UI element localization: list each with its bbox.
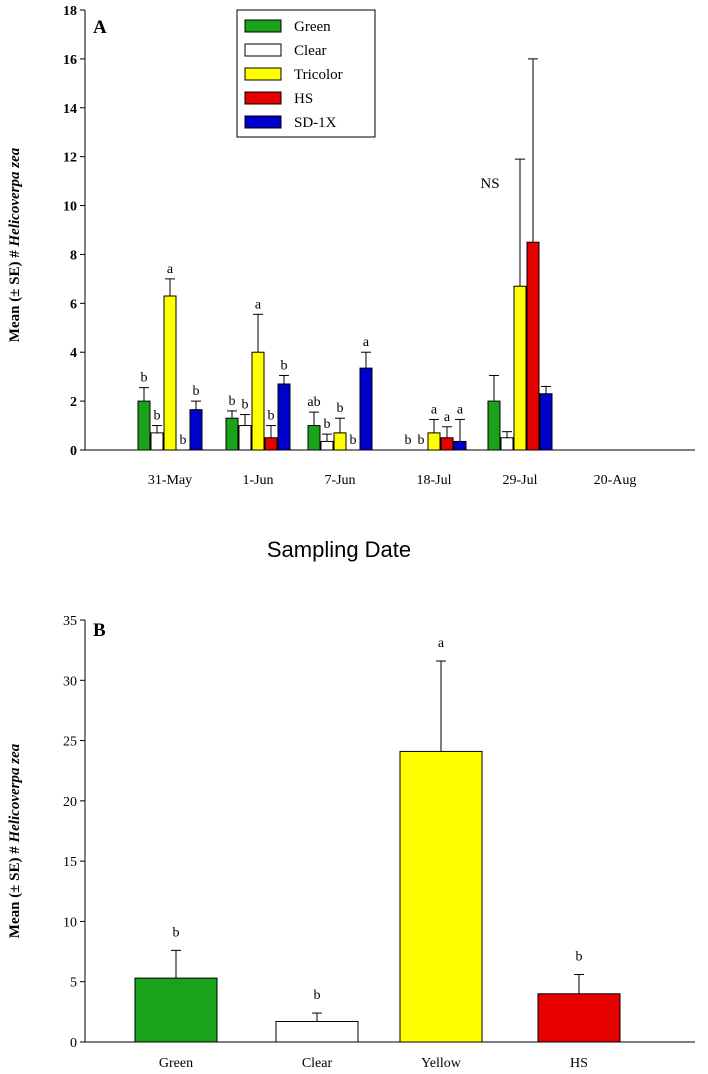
x-tick-label: Yellow: [421, 1056, 462, 1071]
significance-letter: b: [405, 433, 412, 448]
bar: [427, 432, 441, 451]
ns-annotation: NS: [480, 176, 499, 192]
bar: [163, 295, 177, 451]
y-tick-label: 15: [63, 855, 77, 870]
legend-item-label: HS: [294, 91, 313, 107]
significance-letter: b: [193, 384, 200, 399]
significance-letter: b: [229, 394, 236, 409]
bar: [440, 437, 454, 451]
legend-item-label: Clear: [294, 43, 326, 59]
significance-letter: b: [268, 409, 275, 424]
panel-b-label: B: [93, 620, 106, 641]
y-tick-label: 16: [63, 53, 77, 68]
legend-item-label: SD-1X: [294, 115, 337, 131]
y-tick-label: 20: [63, 795, 77, 810]
bar: [359, 367, 373, 451]
bar: [487, 400, 501, 451]
bar: [320, 440, 334, 451]
x-tick-label: 29-Jul: [503, 473, 538, 488]
x-tick-label: Clear: [302, 1056, 333, 1071]
significance-letter: b: [180, 433, 187, 448]
bar: [537, 993, 621, 1043]
significance-letter: b: [418, 433, 425, 448]
x-tick-label: 31-May: [148, 473, 192, 488]
bar: [251, 351, 265, 451]
x-tick-label: 7-Jun: [324, 473, 355, 488]
significance-letter: b: [337, 401, 344, 416]
y-tick-label: 0: [70, 444, 77, 459]
bar: [399, 750, 483, 1043]
significance-letter: ab: [307, 395, 320, 410]
bar: [277, 383, 291, 451]
y-tick-label: 14: [63, 102, 77, 117]
significance-letter: a: [457, 402, 464, 417]
legend-item-label: Green: [294, 19, 331, 35]
legend-swatch: [244, 91, 282, 105]
x-tick-label: 1-Jun: [242, 473, 273, 488]
significance-letter: b: [314, 988, 321, 1003]
y-tick-label: 12: [63, 151, 77, 166]
bar: [264, 437, 278, 451]
significance-letter: b: [173, 925, 180, 940]
bar: [513, 285, 527, 451]
panel-a: A Mean (± SE) # Helicoverpa zea Sampling…: [7, 4, 695, 562]
x-tick-label: 20-Aug: [594, 473, 637, 488]
significance-letter: b: [154, 409, 161, 424]
bar: [539, 393, 553, 451]
panel-b: B Mean (± SE) # Helicoverpa zea 0 5 10 15 20…: [7, 614, 695, 1071]
y-tick-label: 35: [63, 614, 77, 629]
legend-swatch: [244, 115, 282, 129]
y-tick-label: 2: [70, 395, 77, 410]
bar: [275, 1021, 359, 1043]
bar: [137, 400, 151, 451]
bar: [189, 409, 203, 451]
panel-b-y-axis-title: Mean (± SE) # Helicoverpa zea: [7, 743, 23, 938]
y-tick-label: 4: [70, 346, 77, 361]
legend-swatch: [244, 19, 282, 33]
significance-letter: b: [141, 371, 148, 386]
x-tick-label: HS: [570, 1056, 588, 1071]
bar: [150, 432, 164, 451]
significance-letter: b: [324, 417, 331, 432]
bar: [333, 432, 347, 451]
significance-letter: a: [255, 297, 262, 312]
panel-a-x-axis-title: Sampling Date: [267, 537, 411, 562]
panel-a-y-axis-title: Mean (± SE) # Helicoverpa zea: [7, 147, 23, 342]
y-tick-label: 0: [70, 1036, 77, 1051]
bar: [526, 241, 540, 451]
y-tick-label: 30: [63, 674, 77, 689]
y-tick-label: 6: [70, 297, 77, 312]
y-tick-label: 10: [63, 200, 77, 215]
legend: Green Clear Tricolor HS SD-1X: [236, 9, 376, 138]
significance-letter: a: [363, 335, 370, 350]
bar: [500, 437, 514, 451]
panel-a-label: A: [93, 17, 107, 38]
significance-letter: a: [438, 636, 445, 651]
bar: [307, 425, 321, 451]
significance-letter: b: [350, 433, 357, 448]
bar: [238, 425, 252, 451]
y-tick-label: 25: [63, 735, 77, 750]
bar: [225, 417, 239, 451]
significance-letter: b: [576, 949, 583, 964]
x-tick-label: Green: [159, 1056, 193, 1071]
legend-item-label: Tricolor: [294, 67, 343, 83]
y-tick-label: 8: [70, 248, 77, 263]
bar: [453, 440, 467, 451]
legend-swatch: [244, 43, 282, 57]
bar: [134, 977, 218, 1043]
x-tick-label: 18-Jul: [417, 473, 452, 488]
y-tick-label: 18: [63, 4, 77, 19]
significance-letter: a: [431, 402, 438, 417]
legend-swatch: [244, 67, 282, 81]
y-tick-label: 10: [63, 915, 77, 930]
y-tick-label: 5: [70, 976, 77, 991]
significance-letter: b: [281, 358, 288, 373]
significance-letter: a: [167, 262, 174, 277]
significance-letter: b: [242, 398, 249, 413]
significance-letter: a: [444, 410, 451, 425]
